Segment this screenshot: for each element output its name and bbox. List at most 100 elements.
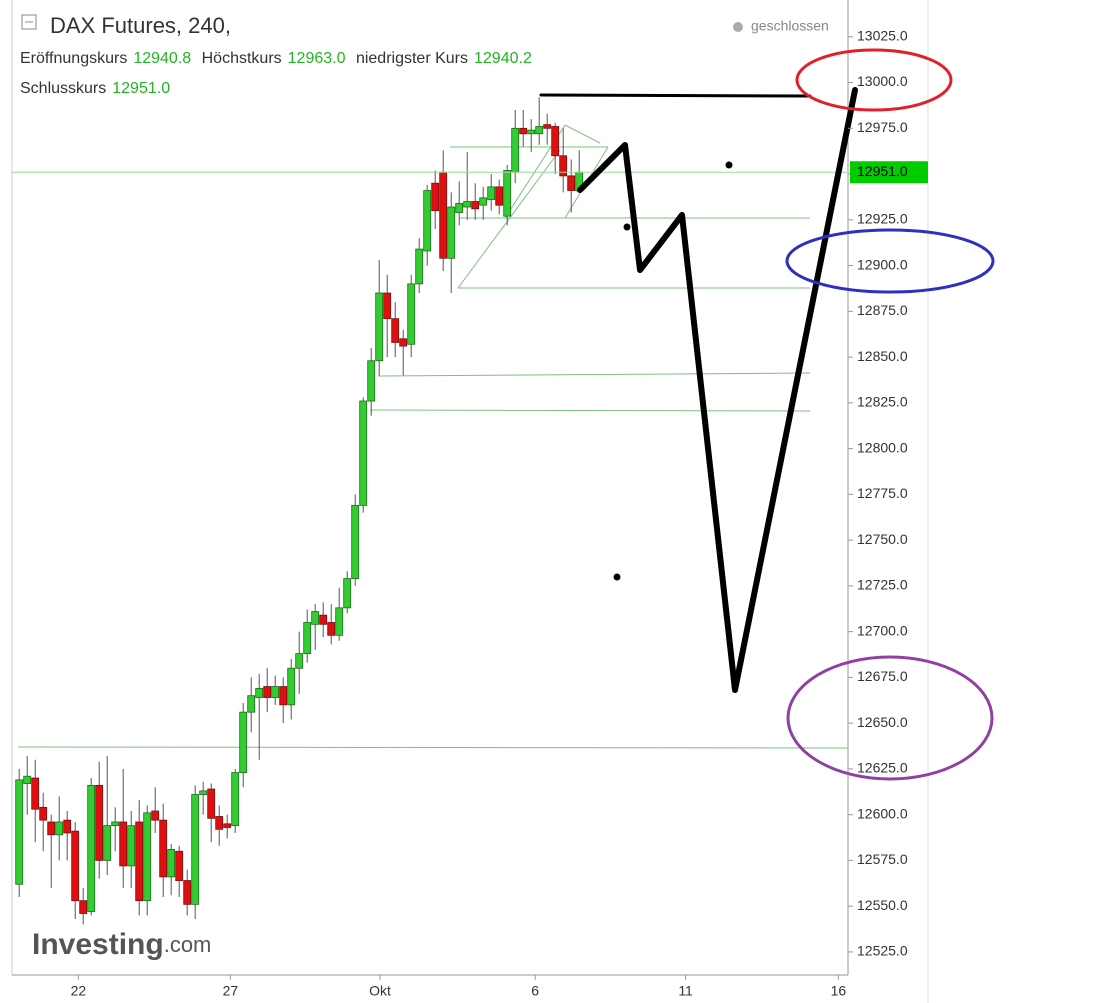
y-tick-label: 12975.0 <box>857 119 908 135</box>
x-tick-label: 16 <box>831 983 847 999</box>
candle-body <box>167 849 176 878</box>
x-tick-label: Okt <box>369 983 391 999</box>
x-tick-label: 11 <box>678 983 693 999</box>
collapse-icon[interactable] <box>21 14 37 30</box>
level-line <box>17 746 849 749</box>
y-tick-label: 12650.0 <box>857 714 908 730</box>
candle-body <box>47 821 56 836</box>
y-tick-label: 12675.0 <box>857 668 908 684</box>
trend-line <box>457 149 561 289</box>
candle-body <box>431 182 440 212</box>
y-tick-label: 12525.0 <box>857 943 908 959</box>
candle-body <box>343 578 352 609</box>
drawn-line <box>539 93 812 98</box>
candle-body <box>359 400 368 506</box>
candle-body <box>455 202 464 213</box>
candle-body <box>399 338 408 347</box>
candle-body <box>103 825 112 861</box>
candle-body <box>551 126 560 157</box>
candle-body <box>327 622 336 636</box>
candle-body <box>519 127 528 135</box>
y-tick-label: 13025.0 <box>857 27 908 43</box>
candle-body <box>255 687 264 698</box>
candle-body <box>447 206 456 259</box>
candle-body <box>55 821 64 836</box>
candle-body <box>503 170 512 217</box>
candle-body <box>63 819 72 834</box>
trend-line <box>564 124 601 144</box>
y-tick-label: 12800.0 <box>857 439 908 455</box>
ellipse <box>795 48 953 112</box>
y-tick-label: 12900.0 <box>857 256 908 272</box>
candle-body <box>383 292 392 320</box>
y-tick-label: 12825.0 <box>857 394 908 410</box>
candle-body <box>31 777 40 810</box>
level-line <box>369 409 811 412</box>
y-tick-label: 12750.0 <box>857 531 908 547</box>
drawn-path <box>577 87 858 693</box>
candle-body <box>207 788 216 819</box>
candle-body <box>543 124 552 129</box>
ohlc-row: Eröffnungskurs 12940.8 Höchstkurs 12963.0 … <box>20 50 538 68</box>
ellipse <box>786 655 994 781</box>
candle-body <box>263 686 272 698</box>
y-tick-label: 12875.0 <box>857 302 908 318</box>
ohlc-label: Eröffnungskurs <box>20 50 128 67</box>
y-tick-label: 12925.0 <box>857 211 908 227</box>
candle-body <box>351 504 360 579</box>
candle-body <box>439 171 448 259</box>
ohlc-value: 12940.8 <box>133 50 192 67</box>
candle-body <box>199 790 208 795</box>
candle-body <box>527 129 536 135</box>
candle-body <box>23 775 32 784</box>
ohlc-label: niedrigster Kurs <box>355 50 468 67</box>
candle-body <box>183 880 192 905</box>
candle-body <box>567 175 576 191</box>
candle-body <box>191 794 200 905</box>
x-tick-label: 6 <box>531 983 539 999</box>
candle-body <box>407 283 416 345</box>
last-price-badge <box>850 161 928 184</box>
y-tick-label: 12550.0 <box>857 897 908 913</box>
candle-body <box>111 821 120 827</box>
candle-body <box>559 155 568 177</box>
candle-body <box>375 292 384 362</box>
candle-body <box>311 611 320 625</box>
candle-body <box>391 318 400 343</box>
candle-body <box>127 825 136 867</box>
candle-body <box>495 186 504 206</box>
y-tick-label: 13000.0 <box>857 73 908 89</box>
candle-body <box>287 667 296 706</box>
candle-body <box>535 126 544 135</box>
candle-body <box>87 784 96 913</box>
ohlc-label: Schlusskurs <box>20 80 107 97</box>
candle-body <box>271 686 280 698</box>
candle-body <box>463 201 472 208</box>
chart-title: DAX Futures, 240, <box>50 13 231 38</box>
logo-suffix: .com <box>164 932 212 957</box>
status: geschlossen <box>751 18 829 34</box>
ohlc-row: Schlusskurs 12951.0 <box>20 80 176 98</box>
candle-body <box>135 821 144 902</box>
hand-drawing <box>539 48 995 781</box>
candle-body <box>423 190 432 252</box>
dot <box>623 223 631 231</box>
candle-body <box>367 360 376 402</box>
drawn-levels <box>17 124 849 749</box>
candle-body <box>15 779 24 885</box>
candle-body <box>143 812 152 902</box>
candle-body <box>159 819 168 878</box>
dot <box>613 573 621 581</box>
ohlc-value: 12963.0 <box>287 50 346 67</box>
candle-body <box>95 784 104 861</box>
y-tick-label: 12575.0 <box>857 851 908 867</box>
candle-body <box>471 201 480 210</box>
candle-body <box>511 127 520 173</box>
last-price-label: 12951.0 <box>857 163 908 179</box>
x-tick-label: 27 <box>223 983 239 999</box>
candle-body <box>71 830 80 902</box>
candle-body <box>295 653 304 669</box>
candle-body <box>151 810 160 821</box>
